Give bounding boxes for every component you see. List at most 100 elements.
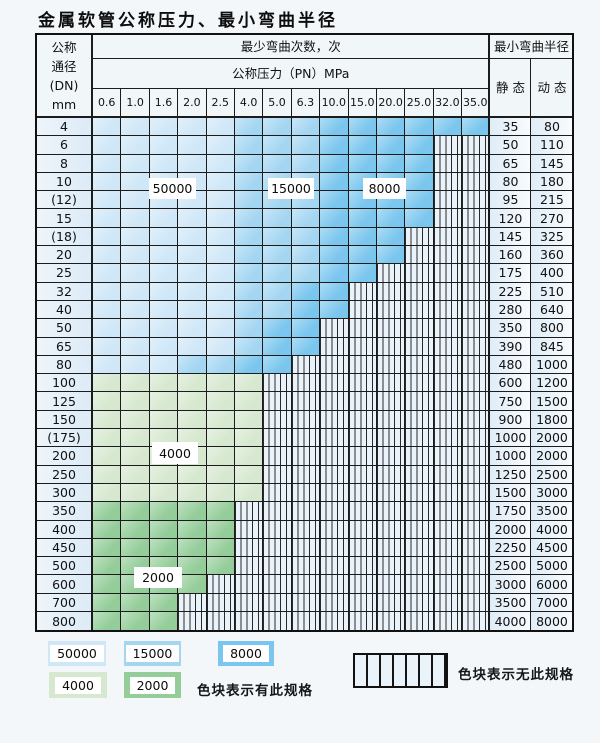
dn-cell: 125	[37, 392, 93, 411]
pressure-cell	[320, 227, 349, 247]
dn-cell: 700	[37, 593, 93, 613]
static-value-cell: 600	[490, 374, 532, 393]
pressure-cell	[121, 264, 150, 283]
pressure-cell	[93, 319, 122, 338]
dn-cell: 25	[37, 264, 93, 283]
pressure-cell	[291, 593, 321, 613]
pressure-cell	[433, 392, 463, 411]
pressure-cell	[291, 209, 321, 228]
static-value-cell: 120	[490, 209, 532, 228]
pressure-cell	[178, 227, 207, 247]
pressure-tick: 10.0	[320, 89, 349, 118]
pressure-cell	[348, 465, 377, 484]
pressure-cell	[121, 612, 150, 631]
pressure-cell	[149, 282, 179, 301]
pressure-cell	[291, 246, 321, 265]
pressure-cell	[462, 355, 491, 375]
pressure-tick: 25.0	[405, 89, 434, 118]
dynamic-value-cell: 360	[531, 246, 573, 265]
pressure-cell	[405, 300, 434, 320]
dn-cell: 4	[37, 118, 93, 137]
pressure-cell	[376, 502, 406, 521]
zone-label-2000: 2000	[134, 567, 182, 588]
pressure-cell	[93, 337, 122, 356]
pressure-cell	[405, 118, 434, 137]
pressure-cell	[93, 593, 122, 613]
pressure-cell	[320, 209, 349, 228]
pressure-cell	[405, 355, 434, 375]
pressure-cell	[149, 319, 179, 338]
pressure-cell	[121, 355, 150, 375]
pressure-cell	[291, 429, 321, 448]
pressure-cell	[178, 374, 207, 393]
pressure-cell	[376, 355, 406, 375]
pressure-cell	[234, 502, 264, 521]
pressure-cell	[462, 118, 491, 137]
pressure-cell	[376, 300, 406, 320]
pressure-cell	[462, 612, 491, 631]
pressure-cell	[93, 227, 122, 247]
pressure-cell	[206, 593, 235, 613]
pressure-cell	[320, 557, 349, 576]
pressure-cell	[206, 246, 235, 265]
pressure-cell	[149, 136, 179, 155]
pressure-cell	[121, 447, 150, 466]
dn-cell: (12)	[37, 191, 93, 210]
pressure-cell	[433, 246, 463, 265]
dn-header-line: 通径	[51, 58, 77, 74]
legend-swatch-8000: 8000	[218, 641, 274, 666]
static-value-cell: 80	[490, 172, 532, 192]
pressure-cell	[348, 246, 377, 265]
dynamic-value-cell: 110	[531, 136, 573, 155]
pressure-cell	[462, 191, 491, 210]
pressure-cell	[234, 227, 264, 247]
static-value-cell: 480	[490, 355, 532, 375]
pressure-cell	[121, 337, 150, 356]
static-value-cell: 225	[490, 282, 532, 301]
pressure-cell	[263, 538, 292, 558]
dn-cell: 32	[37, 282, 93, 301]
pressure-cell	[93, 502, 122, 521]
pressure-cell	[320, 429, 349, 448]
pressure-cell	[376, 136, 406, 155]
pressure-cell	[348, 502, 377, 521]
static-value-cell: 900	[490, 410, 532, 430]
pressure-cell	[405, 282, 434, 301]
pressure-cell	[149, 209, 179, 228]
pressure-cell	[263, 300, 292, 320]
pressure-cell	[462, 538, 491, 558]
pressure-cell	[234, 483, 264, 503]
pressure-cell	[178, 246, 207, 265]
pressure-cell	[178, 319, 207, 338]
pressure-cell	[206, 337, 235, 356]
pressure-cell	[433, 538, 463, 558]
pressure-cell	[234, 191, 264, 210]
pressure-cell	[376, 282, 406, 301]
pressure-cell	[121, 465, 150, 484]
pressure-cell	[263, 319, 292, 338]
pressure-cell	[405, 337, 434, 356]
pressure-cell	[291, 483, 321, 503]
pressure-cell	[121, 282, 150, 301]
pressure-cell	[405, 172, 434, 192]
pressure-cell	[462, 154, 491, 173]
pressure-cell	[320, 410, 349, 430]
pressure-cell	[263, 593, 292, 613]
pressure-cell	[433, 612, 463, 631]
pressure-cell	[462, 374, 491, 393]
pressure-cell	[405, 575, 434, 594]
pressure-cell	[462, 575, 491, 594]
pressure-cell	[121, 136, 150, 155]
pressure-cell	[348, 410, 377, 430]
pressure-cell	[376, 319, 406, 338]
pressure-cell	[462, 264, 491, 283]
pressure-cell	[376, 612, 406, 631]
pressure-cell	[263, 447, 292, 466]
pressure-cell	[93, 282, 122, 301]
dn-cell: (175)	[37, 429, 93, 448]
pressure-tick: 15.0	[348, 89, 377, 118]
pressure-cell	[405, 520, 434, 539]
pressure-cell	[405, 264, 434, 283]
pressure-cell	[234, 154, 264, 173]
dynamic-value-cell: 5000	[531, 557, 573, 576]
